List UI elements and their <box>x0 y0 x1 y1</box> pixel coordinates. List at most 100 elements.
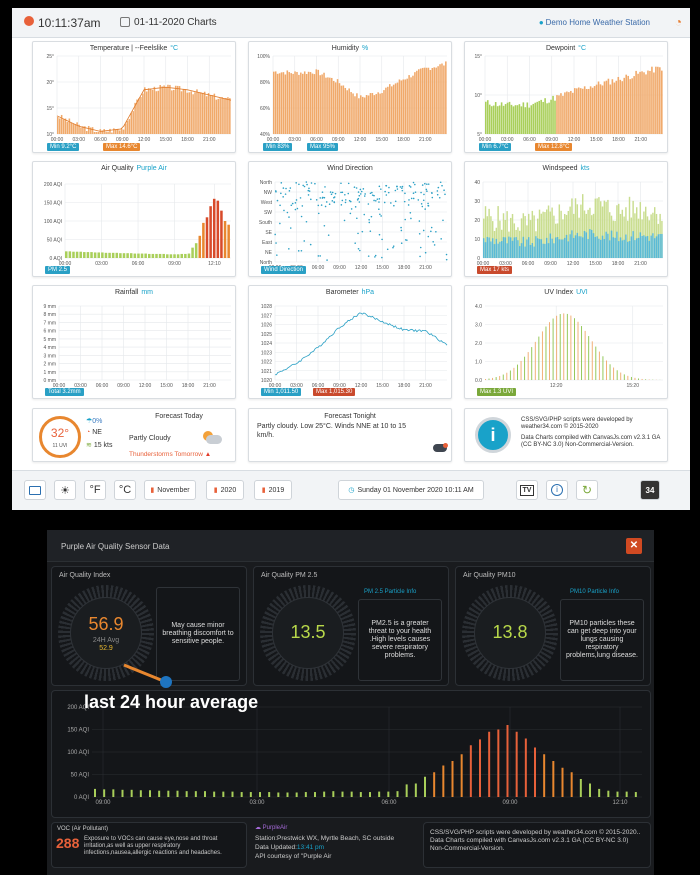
station-name[interactable]: ● Demo Home Weather Station <box>539 18 650 27</box>
chart-bar <box>558 239 561 258</box>
refresh-button[interactable]: ↻ <box>576 480 598 500</box>
aqi-24h-bar <box>295 792 298 797</box>
dewpoint-panel[interactable]: Dewpoint °C 15° 10° 5° 00:00 03:00 06:00 09:00 1… <box>464 41 668 153</box>
chart-bar <box>307 71 310 134</box>
chart-bar <box>340 85 343 134</box>
chart-bar <box>579 88 582 134</box>
info-icon[interactable]: i <box>475 417 511 453</box>
weather34-logo[interactable]: 34 <box>640 480 660 500</box>
purple-air-logo: ☁ PurpleAir <box>255 825 288 831</box>
chart-bar <box>645 236 647 258</box>
forecast-tonight-panel[interactable]: Forecast Tonight Partly cloudy. Low 25°C… <box>248 408 452 462</box>
x-tick-label: 06:00 <box>523 137 536 143</box>
fahrenheit-button[interactable]: °F <box>84 480 106 500</box>
chart-bar <box>618 241 620 258</box>
wind-direction-point <box>385 184 387 187</box>
wind-direction-panel[interactable]: Wind Direction North NW West SW South SE East N… <box>248 161 452 277</box>
chart-bar <box>567 241 570 258</box>
rainfall-panel[interactable]: Rainfall mm 9 mm 8 mm 7 mm 6 mm 5 mm 4 mm 3 mm 2… <box>32 285 236 399</box>
humidity-panel[interactable]: Humidity% 100% 80% 60% 40% 00:00 03:00 06:00 09… <box>248 41 452 153</box>
barometer-panel[interactable]: Barometer hPa 1028 1027 1026 1025 1024 1023 102… <box>248 285 452 399</box>
uv-bar <box>485 378 486 380</box>
year-2019-label: 2019 <box>268 486 285 494</box>
chart-bar <box>159 85 162 134</box>
chart-bar <box>398 79 401 134</box>
x-tick-label: 09:00 <box>545 137 558 143</box>
wind-direction-point <box>347 192 350 195</box>
wind-icon: ≋ <box>86 442 92 449</box>
chart-bar <box>546 237 548 258</box>
wind-direction-point <box>401 189 404 192</box>
forecast-today-panel[interactable]: Forecast Today 32° 11 UVI ☂0% ◔ NE ≋ 15 … <box>32 408 236 462</box>
theme-button[interactable]: ☀ <box>54 480 76 500</box>
chart-bar <box>618 203 620 258</box>
wind-direction-point <box>358 201 361 203</box>
uv-bar <box>534 341 536 380</box>
windspeed-panel[interactable]: Windspeed kts 40 30 20 10 0 00:00 03:00 06:00 09:… <box>464 161 668 277</box>
chart-bar <box>550 99 552 134</box>
wind-direction-point <box>433 244 436 246</box>
wind-direction-point <box>426 183 428 185</box>
wind-direction-point <box>426 190 428 192</box>
uv-index-panel[interactable]: UV Index UVI 4.0 3.0 2.0 1.0 0.0 12:20 15:20 Ma… <box>464 285 668 399</box>
chart-bar <box>203 91 206 134</box>
chart-bar <box>636 207 638 258</box>
chart-bar <box>443 65 445 134</box>
wind-direction-point <box>383 201 386 204</box>
chart-bar <box>278 73 281 134</box>
x-tick-label: 21:00 <box>203 383 216 389</box>
pm10-info-link[interactable]: PM10 Particle Info <box>570 589 620 595</box>
chart-bar <box>609 84 612 134</box>
umbrella-icon: ☂ <box>86 418 93 425</box>
chart-bar <box>76 122 78 134</box>
x-tick-label: 09:00 <box>333 383 346 389</box>
aqi-24h-bar <box>112 789 115 797</box>
wind-direction-point <box>348 199 351 202</box>
wind-direction-point <box>422 199 425 202</box>
aqi-bar <box>173 254 176 258</box>
info-button[interactable]: i <box>546 480 568 500</box>
celsius-button[interactable]: °C <box>114 480 136 500</box>
temperature-panel[interactable]: Temperature | --Feelslike °C 25° 20° 15° 10°… <box>32 41 236 153</box>
aqi-24h-bar <box>94 788 96 797</box>
pm25-title: Air Quality PM 2.5 <box>261 572 318 579</box>
chart-bar <box>229 98 231 134</box>
humidity-min-badge: Min 83% <box>263 143 293 151</box>
menu-button[interactable] <box>24 480 46 500</box>
chart-bar <box>594 236 597 258</box>
wind-direction-point <box>430 230 432 233</box>
aqi-24h-bar <box>634 792 637 797</box>
aqi-24h-bar <box>598 788 601 797</box>
tv-button[interactable]: TV <box>516 480 538 500</box>
pm25-info-link[interactable]: PM 2.5 Particle Info <box>364 589 417 595</box>
wind-direction-point <box>355 187 358 189</box>
aqi-24h-bar <box>130 789 133 797</box>
chart-bar <box>163 85 165 134</box>
chart-bar <box>151 89 154 134</box>
year-2020-button[interactable]: ▮ 2020 <box>206 480 244 500</box>
chart-bar <box>564 237 566 258</box>
chart-bar <box>573 213 575 258</box>
aqi-bar <box>180 253 184 258</box>
uv-bar <box>577 321 579 380</box>
close-button[interactable]: ✕ <box>626 538 642 554</box>
wind-direction-point <box>289 187 292 189</box>
chart-bar <box>603 200 606 258</box>
aqi-bar <box>93 252 97 258</box>
chart-bar <box>402 79 405 134</box>
chart-bar <box>589 86 592 134</box>
wind-direction-point <box>401 187 403 190</box>
november-button[interactable]: ▮ November <box>144 480 196 500</box>
chart-bar <box>89 127 92 134</box>
aqi-24h-bar <box>259 792 261 797</box>
chart-bar <box>652 233 654 258</box>
barometer-unit: hPa <box>361 289 375 296</box>
air-quality-panel[interactable]: Air Quality Purple Air 200 AQI 150 AQI 100 … <box>32 161 236 277</box>
y-tick-label: 1 mm <box>44 370 57 376</box>
wind-direction-point <box>306 183 308 186</box>
year-2019-button[interactable]: ▮ 2019 <box>254 480 292 500</box>
purple-air-info: ☁ PurpleAir Station:Prestwick WX, Myrtle… <box>253 822 421 868</box>
y-tick-label: 100 AQI <box>67 750 89 756</box>
x-tick-label: 03:00 <box>72 137 85 143</box>
x-tick-label: 09:00 <box>117 383 130 389</box>
